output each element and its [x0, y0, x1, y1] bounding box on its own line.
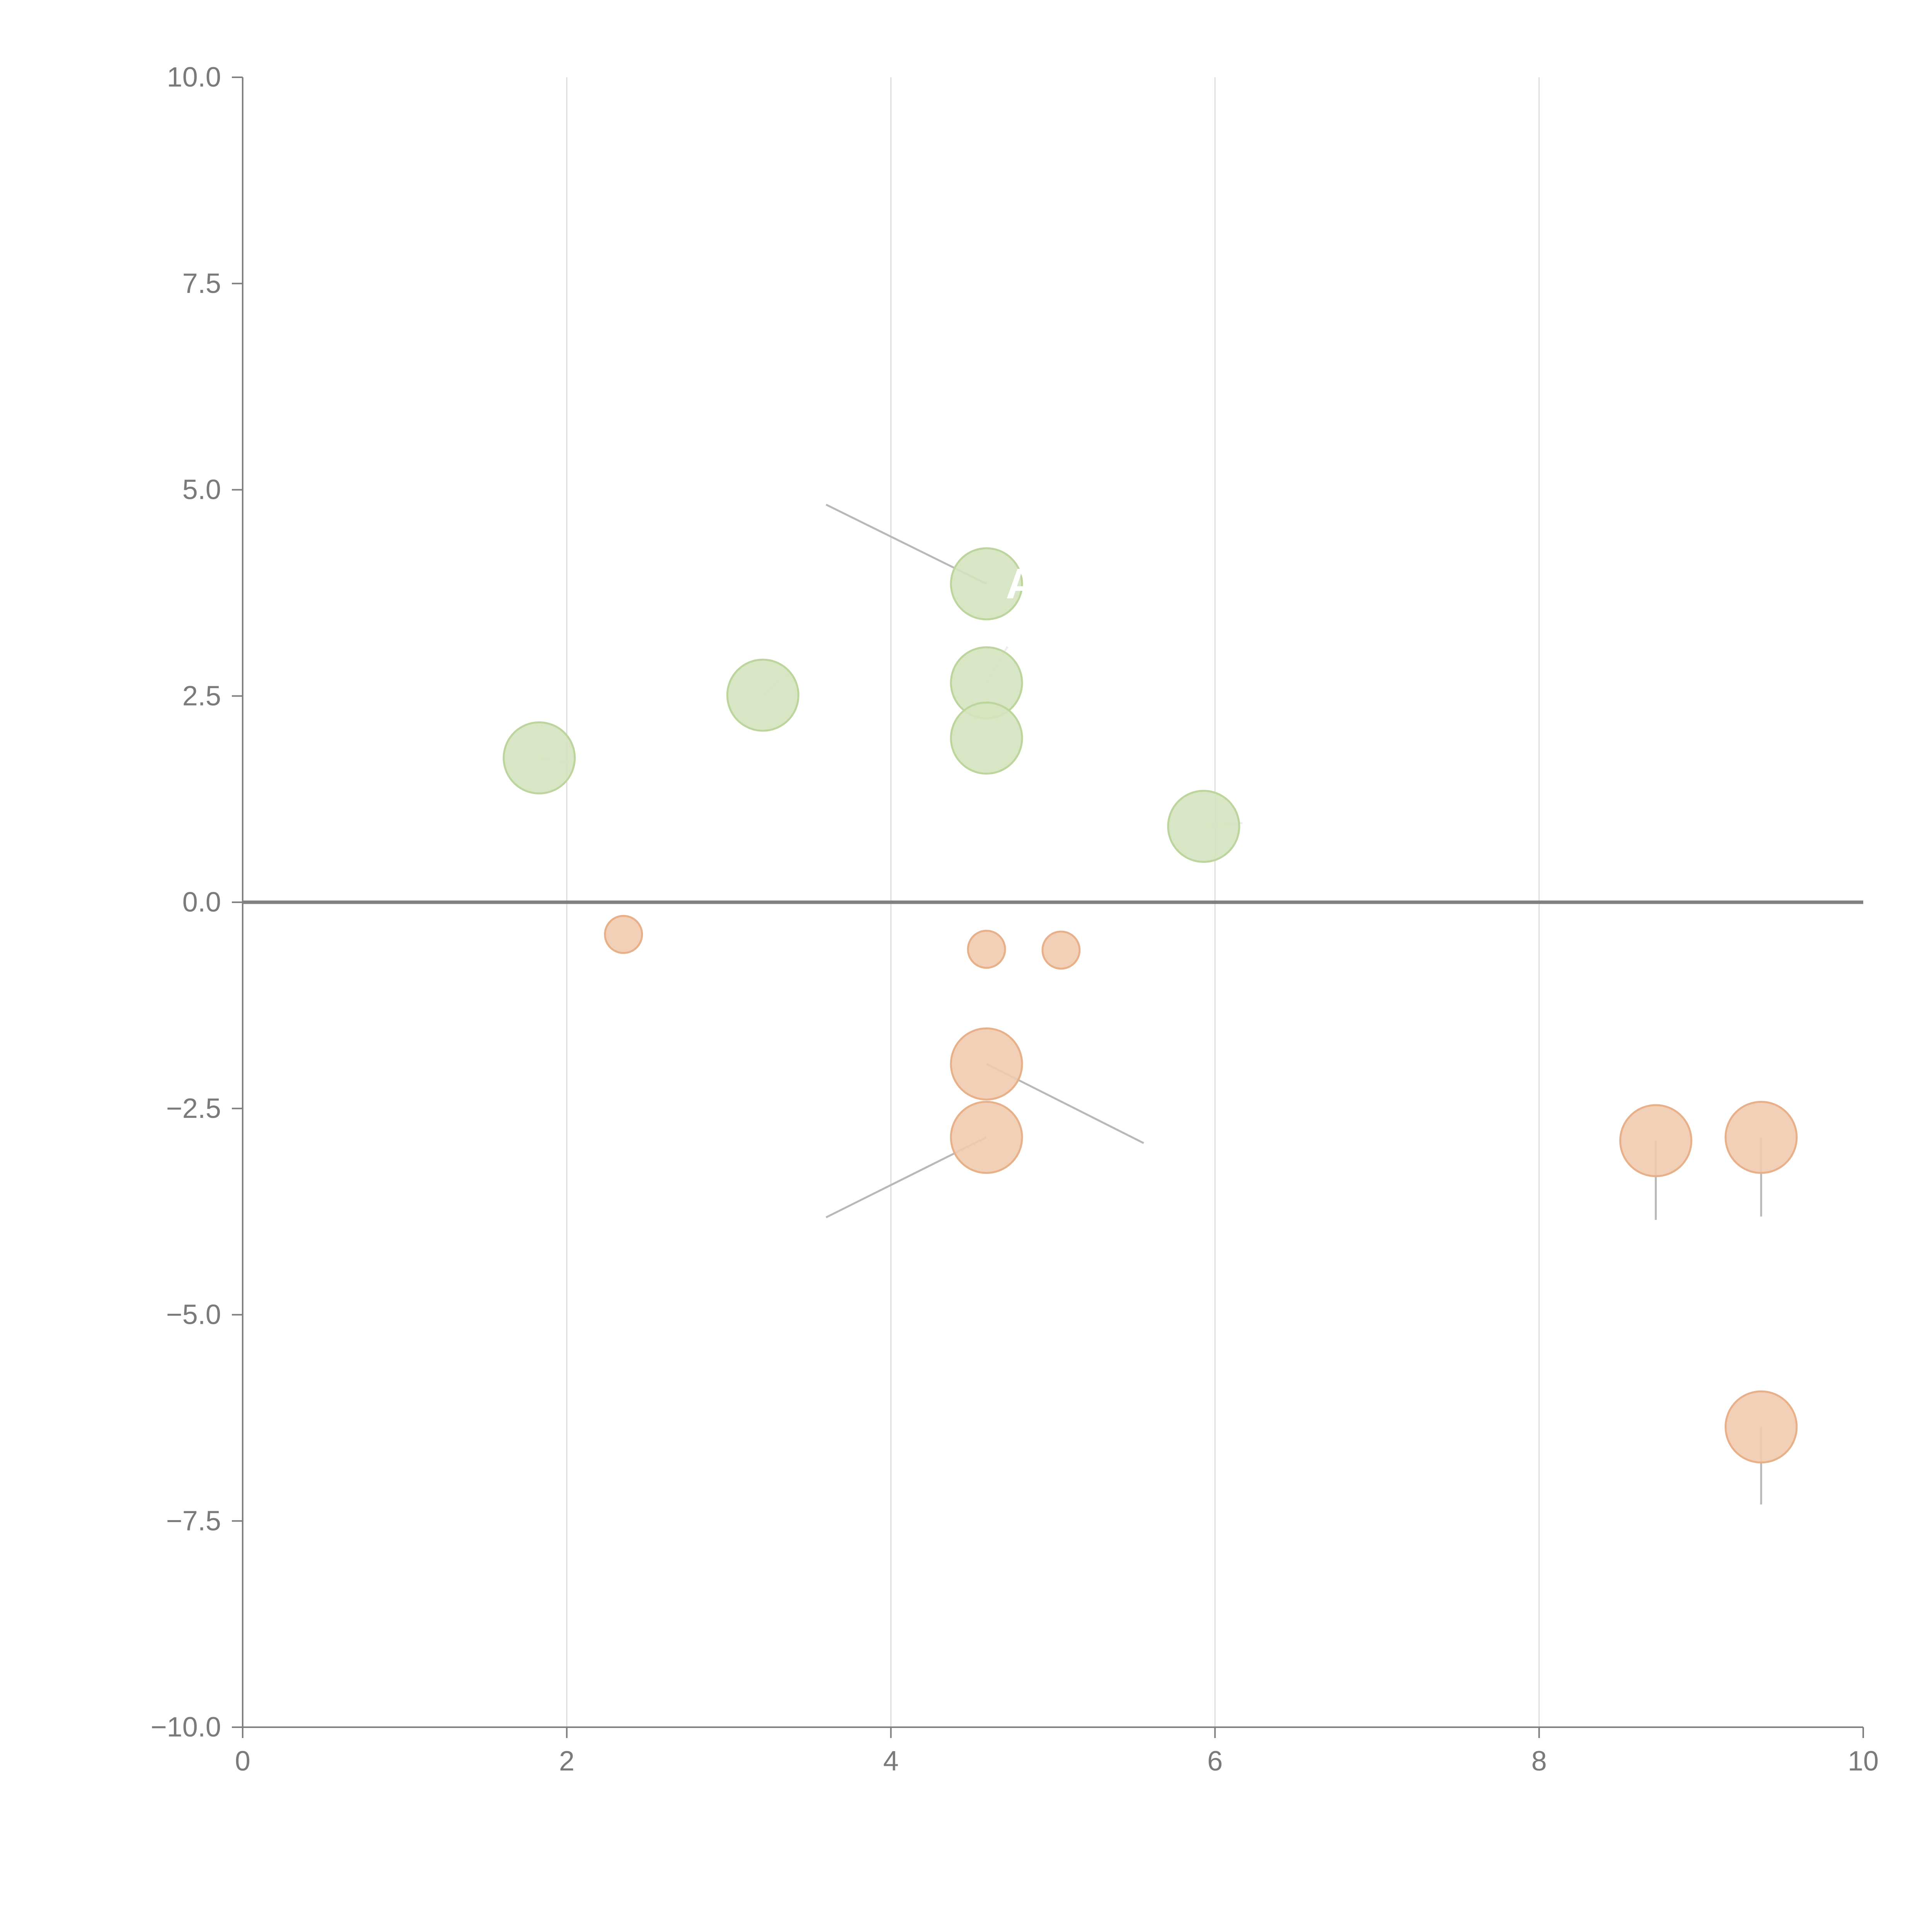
data-points: [503, 547, 1798, 1464]
axes: 10.0 7.5 5.0 2.5 0.0 −2.5 −5.0 −7.5 −10.0 0 2 4 6 8 10: [151, 62, 1879, 1777]
y-tick-label: 2.5: [182, 680, 221, 711]
positive-point: [950, 547, 1023, 621]
positive-point: [1167, 790, 1240, 863]
negative-point: [604, 915, 643, 954]
x-tick-label: 0: [235, 1746, 250, 1777]
x-tick-label: 10: [1848, 1746, 1879, 1777]
leader-lines: [539, 503, 1762, 1505]
positive-point: [726, 658, 799, 732]
negative-point: [1041, 930, 1081, 970]
negative-point: [1619, 1104, 1692, 1177]
point-label-A: A: [1006, 560, 1036, 607]
point-labels: A: [1006, 560, 1036, 607]
positive-point: [503, 721, 576, 794]
negative-point: [950, 1027, 1023, 1100]
x-tick-label: 4: [883, 1746, 899, 1777]
y-tick-label: −2.5: [166, 1093, 221, 1124]
x-tick-label: 2: [559, 1746, 575, 1777]
y-tick-label: −10.0: [151, 1712, 221, 1743]
y-tick-label: 5.0: [182, 474, 221, 505]
y-tick-label: 0.0: [182, 887, 221, 918]
y-tick-label: 10.0: [167, 62, 221, 93]
negative-point: [950, 1100, 1023, 1174]
negative-point: [1725, 1100, 1798, 1174]
negative-point: [1725, 1390, 1798, 1464]
x-tick-label: 8: [1531, 1746, 1547, 1777]
y-tick-label: −5.0: [166, 1299, 221, 1330]
y-tick-label: 7.5: [182, 268, 221, 299]
y-tick-label: −7.5: [166, 1505, 221, 1536]
x-tick-label: 6: [1207, 1746, 1223, 1777]
positive-point: [950, 701, 1023, 775]
negative-point: [967, 930, 1006, 969]
